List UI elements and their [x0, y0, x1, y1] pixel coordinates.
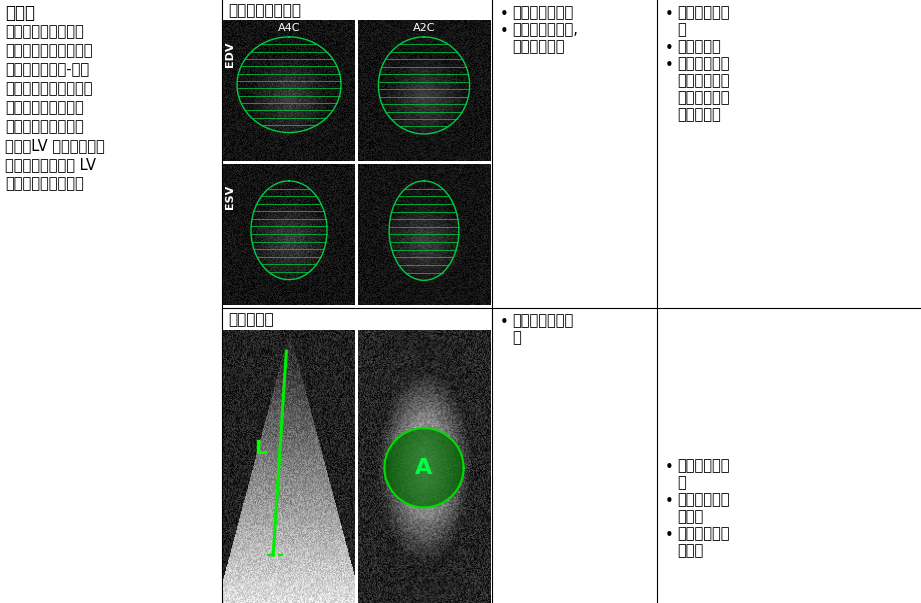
Text: 的的界面。然后在二尖: 的的界面。然后在二尖 — [5, 81, 92, 96]
Text: 严重依赖几何: 严重依赖几何 — [677, 492, 729, 507]
Text: 面积长度法: 面积长度法 — [228, 312, 274, 327]
Text: 切面上勾画血液-组织: 切面上勾画血液-组织 — [5, 62, 89, 77]
Text: 容积：: 容积： — [5, 4, 35, 22]
Text: •: • — [500, 315, 508, 330]
Text: 瓣瓣环两个相对切点: 瓣瓣环两个相对切点 — [5, 100, 84, 115]
Text: 关闭。LV 长度的定义是: 关闭。LV 长度的定义是 — [5, 138, 105, 153]
Text: 心内膜缺失: 心内膜缺失 — [677, 39, 721, 54]
Text: •: • — [665, 7, 674, 22]
Polygon shape — [384, 428, 463, 507]
Text: A: A — [415, 458, 433, 478]
Text: 矫正扔曲的形态: 矫正扔曲的形态 — [512, 5, 573, 20]
Text: EDV: EDV — [225, 41, 235, 67]
Text: 与径线测量比较,: 与径线测量比较, — [512, 22, 577, 37]
Text: A2C: A2C — [413, 23, 436, 33]
Text: 轮廃最远点的距离。: 轮廃最远点的距离。 — [5, 176, 84, 191]
Text: 的形态扔曲: 的形态扔曲 — [677, 107, 721, 122]
Text: •: • — [500, 24, 508, 39]
Text: 是，在心尖四腔和二腔: 是，在心尖四腔和二腔 — [5, 43, 92, 58]
Text: 尖二腔和四腔: 尖二腔和四腔 — [677, 73, 729, 88]
Text: 据有限: 据有限 — [677, 543, 704, 558]
Text: A4C: A4C — [278, 23, 300, 33]
Text: 上述直线的中点与 LV: 上述直线的中点与 LV — [5, 157, 96, 172]
Text: •: • — [665, 460, 674, 475]
Text: 正常人文献数: 正常人文献数 — [677, 526, 729, 541]
Text: 双平面圆磟叠加法: 双平面圆磟叠加法 — [228, 3, 301, 18]
Text: 常发生心腔短: 常发生心腔短 — [677, 458, 729, 473]
Text: L: L — [254, 439, 266, 458]
Text: 学假设: 学假设 — [677, 509, 704, 524]
Text: •: • — [665, 494, 674, 509]
Text: 较少依赖假设: 较少依赖假设 — [512, 39, 565, 54]
Text: •: • — [500, 7, 508, 22]
Text: 切面上看不到: 切面上看不到 — [677, 90, 729, 105]
Text: •: • — [665, 41, 674, 56]
Text: 缩: 缩 — [677, 22, 686, 37]
Text: 容积测量的通常方法: 容积测量的通常方法 — [5, 24, 84, 39]
Text: 曲: 曲 — [512, 330, 520, 345]
Text: 用一直线将整个轮廃: 用一直线将整个轮廃 — [5, 119, 84, 134]
Text: 缩: 缩 — [677, 475, 686, 490]
Text: 常发生心腔短: 常发生心腔短 — [677, 5, 729, 20]
Text: 部分矫正形态扔: 部分矫正形态扔 — [512, 313, 573, 328]
Text: 难以判定在心: 难以判定在心 — [677, 56, 729, 71]
Text: ESV: ESV — [225, 185, 235, 209]
Text: •: • — [665, 58, 674, 73]
Text: •: • — [665, 528, 674, 543]
